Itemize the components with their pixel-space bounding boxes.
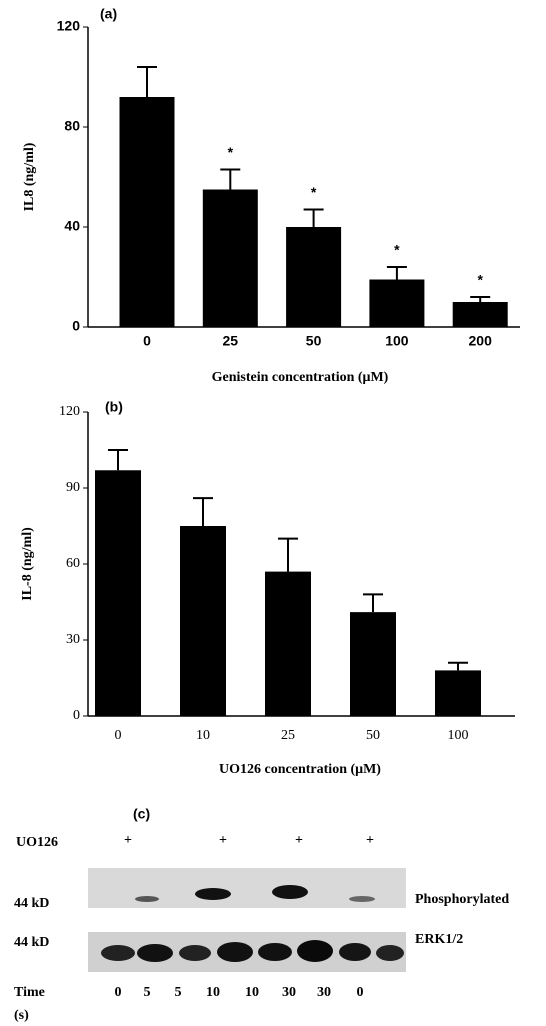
y-axis-label: IL8 (ng/ml): [22, 142, 37, 211]
x-tick-label: 25: [281, 728, 295, 743]
treatment-mark: +: [366, 833, 374, 848]
bar: [286, 227, 341, 327]
significance-mark: *: [228, 144, 234, 160]
error-bar: [304, 210, 324, 228]
x-tick-label: 50: [306, 333, 322, 349]
bar: [350, 612, 396, 716]
lane-time: 10: [206, 985, 220, 1000]
error-bar: [278, 539, 298, 572]
x-tick-label: 100: [385, 333, 409, 349]
page: (c) UO126 44 kD 44 kD Phosphorylated ERK…: [0, 0, 546, 1026]
y-tick-label: 0: [73, 708, 80, 723]
bar: [435, 670, 481, 716]
band: [135, 896, 159, 902]
time-unit: (s): [14, 1008, 29, 1023]
lane-time: 30: [317, 985, 331, 1000]
row-name: ERK1/2: [415, 932, 463, 947]
error-bar: [470, 297, 490, 302]
bar: [203, 190, 258, 328]
band: [137, 944, 173, 962]
error-bar: [387, 267, 407, 280]
y-tick-label: 60: [66, 556, 80, 571]
chart-title: (a): [100, 6, 117, 22]
x-tick-label: 200: [469, 333, 493, 349]
y-tick-label: 0: [72, 318, 80, 334]
y-tick-label: 40: [64, 218, 80, 234]
band: [339, 943, 371, 961]
x-tick-label: 0: [115, 728, 122, 743]
treatment-mark: +: [219, 833, 227, 848]
treatment-mark: +: [295, 833, 303, 848]
x-axis-label: Genistein concentration (μM): [212, 370, 389, 385]
bar: [120, 97, 175, 327]
band: [376, 945, 404, 961]
lane-time: 0: [115, 985, 122, 1000]
error-bar: [108, 450, 128, 470]
lane-time: 10: [245, 985, 259, 1000]
band: [272, 885, 308, 899]
lane-time: 5: [144, 985, 151, 1000]
band: [349, 896, 375, 902]
error-bar: [448, 663, 468, 671]
x-axis-label: UO126 concentration (μM): [219, 762, 381, 777]
western-blot: (c) UO126 44 kD 44 kD Phosphorylated ERK…: [14, 806, 509, 1024]
treatment-mark: +: [124, 833, 132, 848]
panel-label: (c): [133, 806, 150, 822]
bar: [453, 302, 508, 327]
error-bar: [193, 498, 213, 526]
lane-time: 30: [282, 985, 296, 1000]
y-tick-label: 120: [59, 404, 80, 419]
y-tick-label: 90: [66, 480, 80, 495]
blot-strip: [88, 868, 406, 908]
band: [258, 943, 292, 961]
treatment-label: UO126: [16, 835, 58, 850]
x-tick-label: 50: [366, 728, 380, 743]
band: [217, 942, 253, 962]
lane-time: 0: [357, 985, 364, 1000]
x-tick-label: 100: [448, 728, 469, 743]
row-name: Phosphorylated: [415, 892, 509, 907]
y-axis-label: IL-8 (ng/ml): [20, 527, 35, 601]
figure: (c) UO126 44 kD 44 kD Phosphorylated ERK…: [0, 0, 546, 1026]
bar: [180, 526, 226, 716]
error-bar: [363, 594, 383, 612]
x-tick-label: 10: [196, 728, 210, 743]
x-tick-label: 25: [223, 333, 239, 349]
x-tick-label: 0: [143, 333, 151, 349]
band: [297, 940, 333, 962]
chart-title: (b): [105, 399, 123, 415]
significance-mark: *: [477, 272, 483, 288]
bar: [265, 572, 311, 716]
time-label: Time: [14, 985, 45, 1000]
significance-mark: *: [394, 242, 400, 258]
error-bar: [220, 170, 240, 190]
band: [195, 888, 231, 900]
error-bar: [137, 67, 157, 97]
bar: [369, 280, 424, 328]
significance-mark: *: [311, 184, 317, 200]
lane-time: 5: [175, 985, 182, 1000]
y-tick-label: 80: [64, 118, 80, 134]
band: [179, 945, 211, 961]
y-tick-label: 30: [66, 632, 80, 647]
row-size: 44 kD: [14, 935, 49, 950]
row-size: 44 kD: [14, 896, 49, 911]
bar: [95, 470, 141, 716]
y-tick-label: 120: [57, 18, 81, 34]
band: [101, 945, 135, 961]
